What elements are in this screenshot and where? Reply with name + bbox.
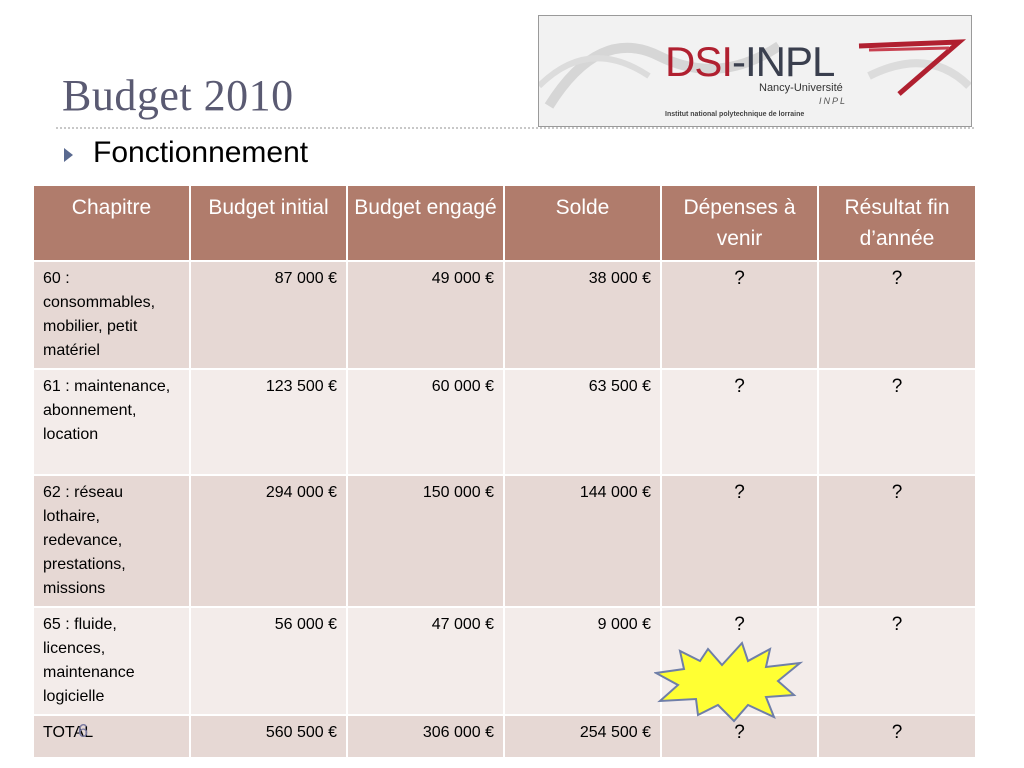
cell-budget-initial: 560 500 €	[189, 714, 348, 759]
cell-chapitre: 62 : réseau lothaire, redevance, prestat…	[32, 474, 191, 608]
header-depenses-a-venir: Dépenses à venir	[660, 184, 819, 262]
cell-solde: 63 500 €	[503, 368, 662, 476]
table-row: 62 : réseau lothaire, redevance, prestat…	[32, 474, 977, 608]
logo-background-swirl	[539, 39, 971, 109]
cell-depenses: ?	[660, 368, 819, 476]
cell-solde: 38 000 €	[503, 260, 662, 370]
cell-budget-engage: 306 000 €	[346, 714, 505, 759]
budget-table: Chapitre Budget initial Budget engagé So…	[32, 184, 977, 759]
cell-solde: 254 500 €	[503, 714, 662, 759]
bullet-fonctionnement: Fonctionnement	[93, 136, 309, 169]
table-row: 61 : maintenance, abonnement, location 1…	[32, 368, 977, 476]
cell-chapitre: TOTAL	[32, 714, 191, 759]
cell-depenses: ?	[660, 474, 819, 608]
cell-resultat: ?	[817, 714, 977, 759]
cell-chapitre: 65 : fluide, licences, maintenance logic…	[32, 606, 191, 716]
cell-resultat: ?	[817, 260, 977, 370]
cell-budget-engage: 47 000 €	[346, 606, 505, 716]
table-row: 60 : consommables, mobilier, petit matér…	[32, 260, 977, 370]
cell-chapitre: 61 : maintenance, abonnement, location	[32, 368, 191, 476]
header-resultat-fin-annee: Résultat fin d’année	[817, 184, 977, 262]
cell-solde: 144 000 €	[503, 474, 662, 608]
starburst-shape	[654, 641, 804, 723]
cell-budget-initial: 123 500 €	[189, 368, 348, 476]
cell-budget-engage: 49 000 €	[346, 260, 505, 370]
cell-resultat: ?	[817, 474, 977, 608]
header-chapitre: Chapitre	[32, 184, 191, 262]
header-budget-engage: Budget engagé	[346, 184, 505, 262]
table-header-row: Chapitre Budget initial Budget engagé So…	[32, 184, 977, 262]
cell-depenses: ?	[660, 714, 819, 759]
logo-inpl-small: INPL	[819, 96, 848, 106]
cell-chapitre: 60 : consommables, mobilier, petit matér…	[32, 260, 191, 370]
table-row: 65 : fluide, licences, maintenance logic…	[32, 606, 977, 716]
table-row-total: TOTAL 560 500 € 306 000 € 254 500 € ? ?	[32, 714, 977, 759]
header-solde: Solde	[503, 184, 662, 262]
slide-title: Budget 2010	[62, 71, 294, 120]
dsi-inpl-logo: DSI-INPL Nancy-Université INPL Institut …	[538, 15, 972, 127]
logo-dsi-inpl-text: DSI-INPL	[665, 38, 835, 85]
page-number: 6	[78, 721, 89, 741]
header-budget-initial: Budget initial	[189, 184, 348, 262]
cell-budget-engage: 60 000 €	[346, 368, 505, 476]
cell-resultat: ?	[817, 368, 977, 476]
cell-budget-initial: 56 000 €	[189, 606, 348, 716]
cell-budget-initial: 294 000 €	[189, 474, 348, 608]
cell-solde: 9 000 €	[503, 606, 662, 716]
cell-budget-initial: 87 000 €	[189, 260, 348, 370]
logo-institute-name: Institut national polytechnique de lorra…	[665, 111, 805, 118]
title-divider	[56, 127, 974, 129]
logo-nancy-universite: Nancy-Université	[759, 82, 843, 94]
cell-budget-engage: 150 000 €	[346, 474, 505, 608]
bullet-arrow-icon	[64, 148, 73, 162]
cell-depenses: ?	[660, 260, 819, 370]
cell-resultat: ?	[817, 606, 977, 716]
